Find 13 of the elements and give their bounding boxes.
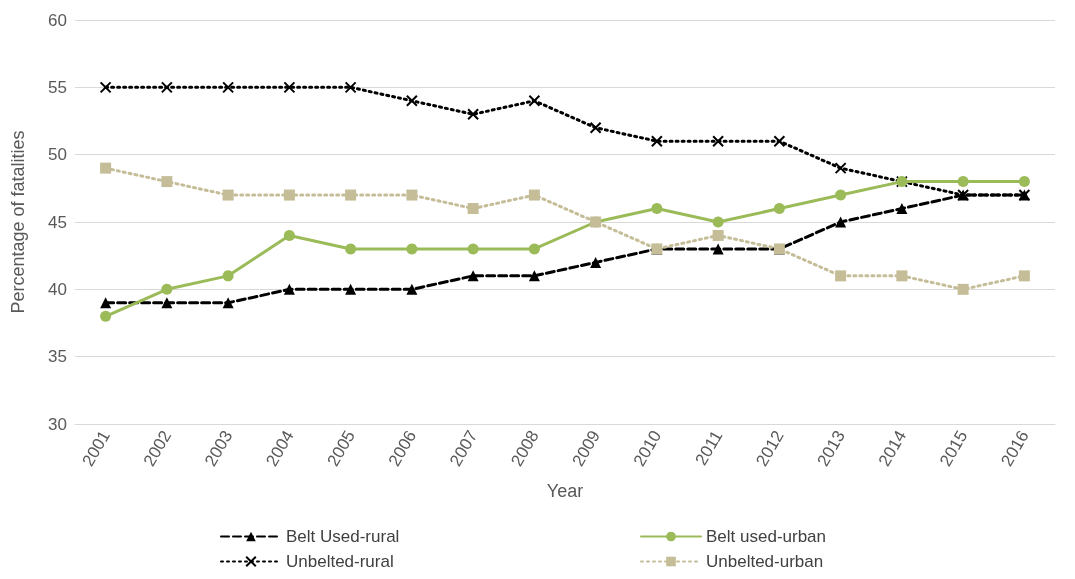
y-tick-label: 55 [48,77,67,97]
y-tick-label: 40 [48,279,67,299]
y-tick-label: 30 [48,414,67,434]
x-axis-title: Year [546,481,584,501]
y-axis-title: Percentage of fatalities [8,130,28,314]
legend-label: Belt Used-rural [286,527,400,546]
legend-label: Belt used-urban [706,527,827,546]
y-tick-label: 60 [48,10,67,30]
y-tick-label: 50 [48,145,67,165]
legend-label: Unbelted-rural [286,552,394,571]
y-tick-label: 45 [48,212,67,232]
y-tick-label: 35 [48,347,67,367]
legend-label: Unbelted-urban [706,552,824,571]
